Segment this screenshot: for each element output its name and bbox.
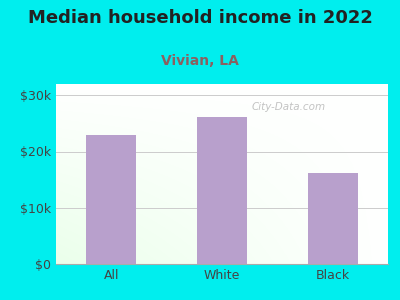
Text: Vivian, LA: Vivian, LA: [161, 54, 239, 68]
Text: City-Data.com: City-Data.com: [251, 102, 326, 112]
Text: Median household income in 2022: Median household income in 2022: [28, 9, 372, 27]
Bar: [308, 173, 358, 264]
Bar: [197, 117, 247, 264]
Bar: [86, 135, 136, 264]
